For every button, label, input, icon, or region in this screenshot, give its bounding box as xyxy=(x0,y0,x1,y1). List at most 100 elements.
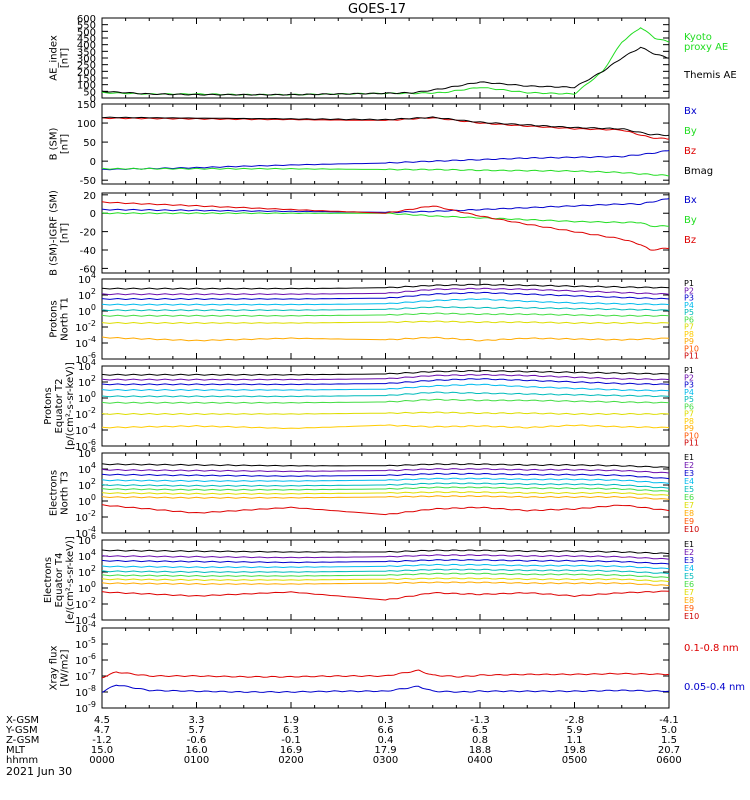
series-e6 xyxy=(102,486,669,492)
y-axis-label: [nT] xyxy=(60,134,71,154)
y-tick-label: 10-4 xyxy=(75,335,96,350)
x-row-value: 5.0 xyxy=(661,725,677,736)
series-e1 xyxy=(102,549,669,555)
legend-p8: P8 xyxy=(684,330,694,339)
x-row-value: 1.9 xyxy=(283,715,299,726)
x-row-value: 0600 xyxy=(656,755,681,766)
x-row-value: -0.1 xyxy=(281,735,301,746)
y-tick-label: 10-5 xyxy=(75,636,96,651)
series-0-05-0-4-nm xyxy=(102,684,669,694)
legend-e8: E8 xyxy=(684,596,694,605)
y-tick-label: 250 xyxy=(77,61,96,72)
series-bx xyxy=(102,150,669,171)
legend-p5: P5 xyxy=(684,308,694,317)
y-tick-label: 600 xyxy=(77,14,96,25)
y-tick-label: 10-4 xyxy=(75,422,96,437)
x-row-value: 5.9 xyxy=(567,725,583,736)
panels: 050100150200250300350400450500550600AE_i… xyxy=(43,14,745,715)
y-tick-label: 102 xyxy=(78,564,96,579)
y-tick-label: -60 xyxy=(80,264,96,275)
x-row-value: 0000 xyxy=(89,755,114,766)
x-row-value: 0300 xyxy=(373,755,398,766)
legend-kyoto: Kyoto xyxy=(684,32,712,43)
y-tick-label: 10-2 xyxy=(75,319,96,334)
y-tick-label: 550 xyxy=(77,21,96,32)
y-axis-label: North T3 xyxy=(60,471,71,515)
y-tick-label: 350 xyxy=(77,47,96,58)
series-0-1-0-8-nm xyxy=(102,669,669,679)
y-tick-label: 10-2 xyxy=(75,406,96,421)
y-tick-label: 450 xyxy=(77,34,96,45)
y-axis-label: Electrons xyxy=(43,557,54,603)
series-e4 xyxy=(102,477,669,484)
x-row-value: -1.2 xyxy=(92,735,112,746)
legend-p4: P4 xyxy=(684,388,694,397)
legend-p7: P7 xyxy=(684,323,694,332)
series-p2 xyxy=(102,373,669,381)
legend-e9: E9 xyxy=(684,517,694,526)
y-tick-label: 0 xyxy=(90,157,96,168)
y-axis-label: [nT] xyxy=(60,48,71,68)
legend-e6: E6 xyxy=(684,580,694,589)
x-row-value: 15.0 xyxy=(91,745,113,756)
legend-e10: E10 xyxy=(684,612,699,621)
series-e3 xyxy=(102,472,669,480)
y-tick-label: 50 xyxy=(83,87,96,98)
x-row-value: -1.3 xyxy=(470,715,490,726)
legend-p8: P8 xyxy=(684,417,694,426)
x-row-value: 0400 xyxy=(467,755,492,766)
y-axis-label: Equator T4 xyxy=(54,553,65,608)
legend-e10: E10 xyxy=(684,525,699,534)
y-tick-label: -40 xyxy=(80,246,96,257)
x-row-label: hhmm xyxy=(6,755,38,766)
y-tick-label: 50 xyxy=(83,138,96,149)
series-e9 xyxy=(102,504,669,516)
plot-frame xyxy=(101,365,670,447)
series-p7 xyxy=(102,411,669,416)
series-bmag xyxy=(102,116,669,137)
legend-p6: P6 xyxy=(684,402,694,411)
series-e9 xyxy=(102,590,669,601)
legend-p11: P11 xyxy=(684,439,699,448)
legend-p10: P10 xyxy=(684,431,699,440)
series-e8 xyxy=(102,581,669,587)
x-row-value: 17.9 xyxy=(374,745,396,756)
plot-title: GOES-17 xyxy=(348,2,406,17)
y-axis-label: B (SM) xyxy=(49,127,60,160)
y-axis-label: [e/(cm²-s-sr-keV)] xyxy=(65,536,76,624)
y-tick-label: 20 xyxy=(83,191,96,202)
legend-p11: P11 xyxy=(684,352,699,361)
y-tick-label: 150 xyxy=(77,100,96,111)
legend-by: By xyxy=(684,215,697,226)
y-tick-label: 100 xyxy=(78,303,96,318)
series-p8 xyxy=(102,336,669,342)
y-tick-label: 10-2 xyxy=(75,509,96,524)
y-axis-label: Electrons xyxy=(49,470,60,516)
y-tick-label: 10-2 xyxy=(75,596,96,611)
legend-0-05-0-4-nm: 0.05-0.4 nm xyxy=(684,682,745,693)
y-axis-label: [nT] xyxy=(60,223,71,243)
legend-themis-ae: Themis AE xyxy=(683,70,737,81)
y-tick-label: 300 xyxy=(77,54,96,65)
x-row-value: 6.3 xyxy=(283,725,299,736)
series-by xyxy=(102,212,669,228)
legend-bmag: Bmag xyxy=(684,166,713,177)
legend-p3: P3 xyxy=(684,381,694,390)
legend-p9: P9 xyxy=(684,337,694,346)
y-tick-label: 102 xyxy=(78,477,96,492)
series-p5 xyxy=(102,306,669,312)
y-tick-label: 100 xyxy=(78,580,96,595)
legend-e1: E1 xyxy=(684,453,694,462)
y-tick-label: 500 xyxy=(77,27,96,38)
series-bx xyxy=(102,198,669,214)
series-p1 xyxy=(102,283,669,290)
legend-p2: P2 xyxy=(684,286,694,295)
legend-proxy-ae: proxy AE xyxy=(684,42,728,53)
legend-p7: P7 xyxy=(684,410,694,419)
series-p5 xyxy=(102,391,669,398)
x-row-value: 16.0 xyxy=(185,745,207,756)
